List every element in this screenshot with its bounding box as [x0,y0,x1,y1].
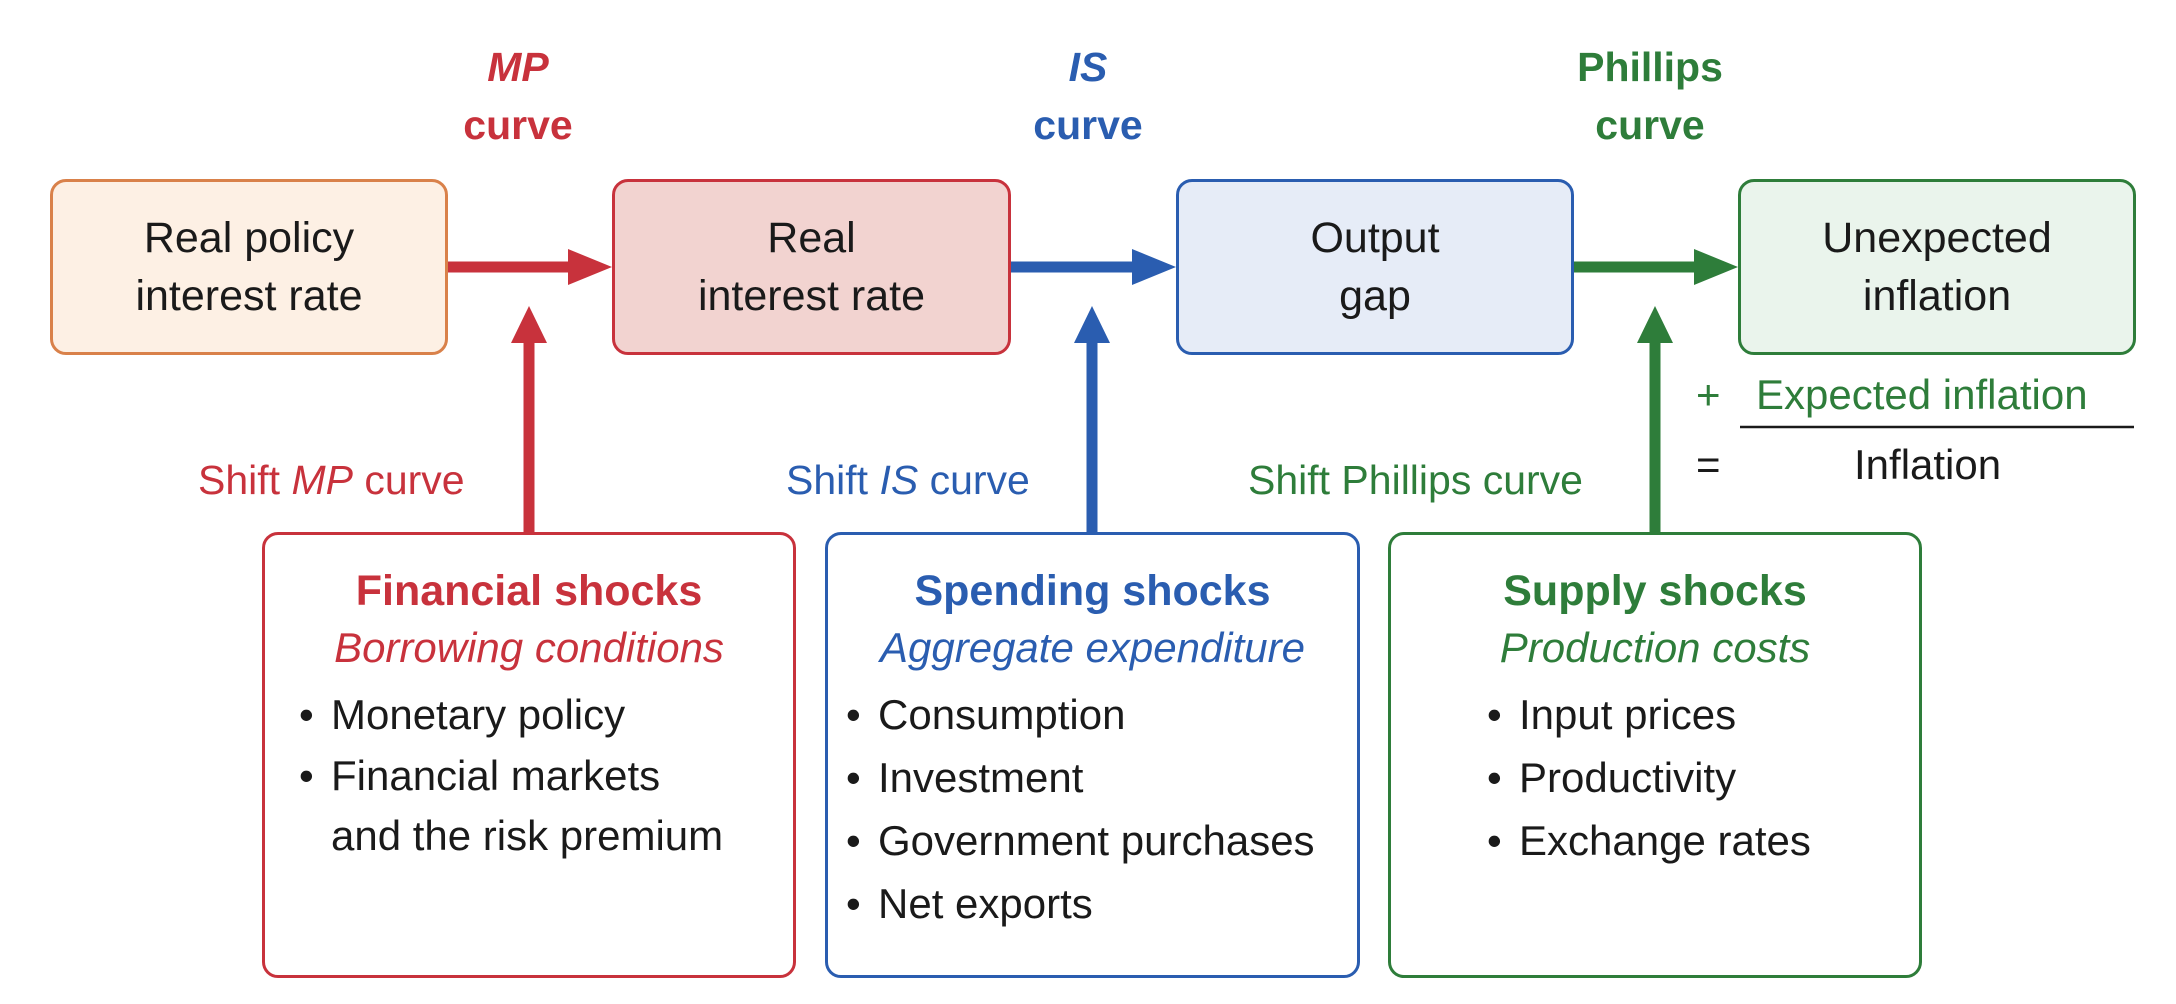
is-arrow-head [1132,249,1176,285]
financial-shocks-list: Monetary policy Financial markets and th… [299,683,793,866]
spending-shocks-box: Spending shocks Aggregate expenditure Co… [825,532,1360,978]
shift-is-post: curve [918,457,1030,503]
spending-shocks-title: Spending shocks [914,567,1271,615]
equation-expected: Expected inflation [1756,371,2088,418]
supply-shocks-box: Supply shocks Production costs Input pri… [1388,532,1922,978]
shift-mp-post: curve [352,457,465,503]
phillips-arrow-head [1694,249,1738,285]
unexpected-inflation-line1: Unexpected [1822,214,2052,262]
equation-equals: = [1696,441,1721,488]
supply-shocks-subtitle: Production costs [1499,624,1811,671]
shift-mp-term: MP [291,457,353,503]
shift-phillips-text: Shift Phillips curve [1248,457,1583,503]
real-rate-line2: interest rate [697,272,926,320]
equation-result: Inflation [1854,441,2002,488]
phillips-curve-term: Phillips [1577,44,1723,90]
is-curve-term: IS [1068,44,1108,90]
mp-arrow-head [568,249,612,285]
phillips-curve-word: curve [1595,102,1705,148]
phillips-curve-label: Phillips curve [1520,38,1780,154]
shift-mp-label: Shift MP curve [198,455,465,505]
shift-mp-arrow-head [511,306,547,343]
financial-shocks-box: Financial shocks Borrowing conditions Mo… [262,532,796,978]
is-curve-label: IS curve [958,38,1218,154]
financial-shocks-subtitle: Borrowing conditions [334,624,724,671]
list-item: Productivity [1487,746,1919,809]
mp-curve-term: MP [487,44,549,90]
output-gap-line1: Output [1310,214,1440,262]
shift-is-label: Shift IS curve [786,455,1030,505]
equation-plus: + [1696,371,1721,418]
list-item: Investment [846,746,1357,809]
real-rate-line1: Real [767,214,856,262]
spending-shocks-subtitle: Aggregate expenditure [880,624,1305,671]
mp-curve-word: curve [463,102,573,148]
shift-phillips-label: Shift Phillips curve [1248,455,1583,505]
list-item: Input prices [1487,683,1919,746]
spending-shocks-list: Consumption Investment Government purcha… [846,683,1357,935]
financial-shocks-title: Financial shocks [355,567,703,615]
shift-is-arrow-head [1074,306,1110,343]
unexpected-inflation-box: Unexpected inflation [1738,179,2136,355]
list-item: Net exports [846,872,1357,935]
mp-curve-label: MP curve [388,38,648,154]
list-item: Consumption [846,683,1357,746]
shift-phillips-arrow-head [1637,306,1673,343]
list-item: Exchange rates [1487,809,1919,872]
list-item: Monetary policy [299,683,793,746]
list-item-continuation: and the risk premium [331,812,724,859]
shift-is-term: IS [879,457,919,503]
output-gap-box: Output gap [1176,179,1574,355]
shift-mp-pre: Shift [198,457,292,503]
supply-shocks-list: Input prices Productivity Exchange rates [1487,683,1919,872]
list-item: Financial markets [299,746,793,806]
shift-is-pre: Shift [786,457,880,503]
is-curve-word: curve [1033,102,1143,148]
unexpected-inflation-line2: inflation [1862,272,2012,320]
output-gap-line2: gap [1339,272,1411,320]
supply-shocks-title: Supply shocks [1503,567,1807,615]
policy-rate-line2: interest rate [135,272,363,320]
policy-rate-line1: Real policy [143,214,355,262]
policy-rate-box: Real policy interest rate [50,179,448,355]
real-rate-box: Real interest rate [612,179,1011,355]
list-item: Government purchases [846,809,1357,872]
